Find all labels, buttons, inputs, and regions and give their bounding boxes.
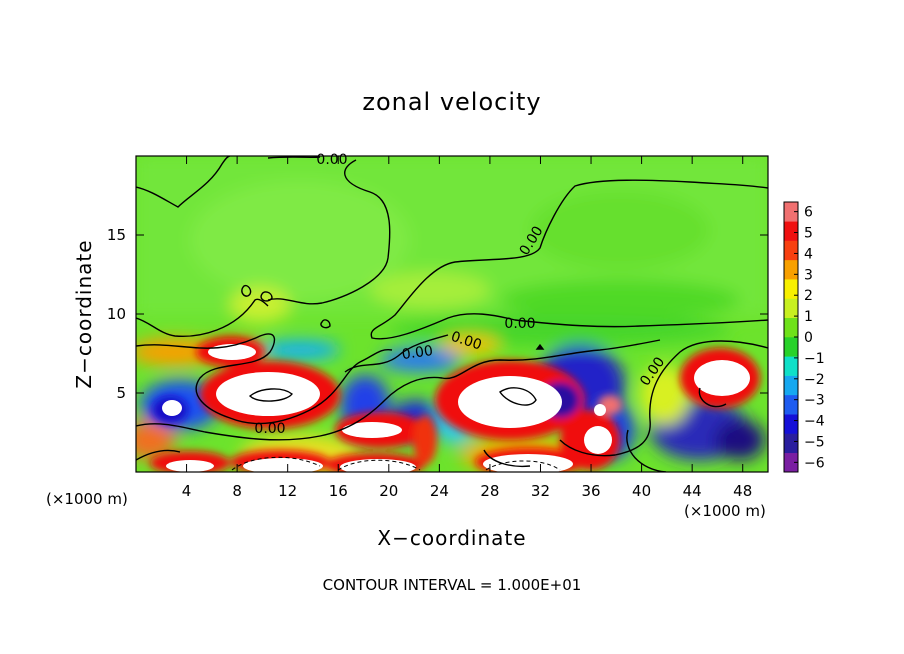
- colorbar-tick-label: 2: [804, 288, 813, 304]
- colorbar-tick-label: 4: [804, 246, 813, 262]
- colorbar-swatch: [784, 259, 798, 280]
- x-unit-label-right: (×1000 m): [684, 502, 766, 520]
- x-axis-label: X−coordinate: [377, 526, 527, 550]
- colorbar: 6 5 4 3 2 1 0 −1 −2 −3 −4 −5 −6: [783, 201, 825, 473]
- colorbar-swatch: [784, 337, 798, 357]
- y-axis-label: Z−coordinate: [72, 239, 96, 389]
- colorbar-swatch: [784, 414, 798, 434]
- colorbar-swatch: [784, 279, 798, 299]
- colorbar-tick-label: 3: [804, 267, 813, 283]
- x-unit-label-left: (×1000 m): [46, 490, 128, 508]
- colorbar-swatch: [784, 202, 798, 222]
- colorbar-tick-label: −2: [804, 372, 825, 388]
- contour-lines: [136, 156, 768, 472]
- colorbar-tick-label: −3: [804, 393, 825, 409]
- chart-title: zonal velocity: [362, 88, 542, 116]
- y-tick-label: 15: [107, 226, 126, 244]
- x-tick-label: 40: [632, 482, 651, 500]
- contour-label: 0.00: [401, 343, 434, 363]
- x-tick-label: 32: [531, 482, 550, 500]
- x-tick-label: 20: [379, 482, 398, 500]
- colorbar-tick-label: 0: [804, 330, 813, 346]
- contour-label: 0.00: [254, 421, 285, 437]
- contour-label: 0.00: [504, 316, 535, 332]
- contour-label: 0.00: [316, 152, 347, 168]
- x-tick-label: 12: [278, 482, 297, 500]
- y-tick-label: 10: [107, 305, 126, 323]
- x-tick-label: 8: [232, 482, 242, 500]
- x-tick-label: 36: [581, 482, 600, 500]
- colorbar-tick-label: −5: [804, 434, 825, 450]
- y-tick-label: 5: [116, 384, 126, 402]
- colorbar-swatch: [784, 452, 798, 473]
- colorbar-swatch: [784, 356, 798, 376]
- heatmap-field: [136, 156, 768, 472]
- colorbar-tick-label: 1: [804, 309, 813, 325]
- x-tick-label: 24: [430, 482, 449, 500]
- colorbar-tick-label: 6: [804, 205, 813, 221]
- colorbar-swatch: [784, 317, 798, 338]
- colorbar-swatch: [784, 433, 798, 454]
- colorbar-swatch: [784, 375, 798, 396]
- x-axis: 4 8 12 16 20 24 28 32 36 40 44 48: [182, 156, 752, 500]
- colorbar-swatch: [784, 298, 798, 319]
- x-tick-label: 16: [329, 482, 348, 500]
- colorbar-tick-label: −4: [804, 414, 825, 430]
- x-tick-label: 4: [182, 482, 192, 500]
- x-tick-label: 44: [683, 482, 702, 500]
- colorbar-tick-label: 5: [804, 226, 813, 242]
- x-tick-label: 48: [733, 482, 752, 500]
- colorbar-swatch: [784, 221, 798, 241]
- colorbar-swatch: [784, 394, 798, 415]
- x-tick-label: 28: [480, 482, 499, 500]
- colorbar-tick-label: −6: [804, 455, 825, 471]
- contour-interval-note: CONTOUR INTERVAL = 1.000E+01: [322, 576, 582, 594]
- colorbar-tick-label: −1: [804, 351, 825, 367]
- colorbar-swatch: [784, 240, 798, 261]
- y-axis: 5 10 15: [107, 226, 768, 402]
